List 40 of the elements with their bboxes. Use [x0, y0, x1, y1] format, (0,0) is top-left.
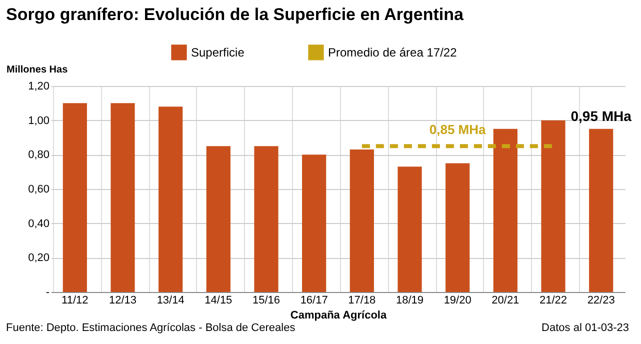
x-tick-label: 18/19	[396, 294, 424, 306]
bar	[589, 128, 614, 292]
x-tick-label: 17/18	[348, 294, 376, 306]
bar	[350, 150, 374, 292]
text: Datos al 01-03-23	[542, 322, 629, 334]
bar	[206, 146, 230, 292]
x-tick-label: 22/23	[587, 294, 615, 306]
bar	[541, 120, 566, 292]
y-axis-title: Millones Has	[6, 64, 68, 76]
annotation: 0,85 MHa	[429, 122, 487, 138]
x-tick-label: 12/13	[108, 294, 137, 306]
y-tick-label: 0,20	[28, 252, 50, 264]
source-note: Fuente: Depto. Estimaciones Agrícolas - Bolsa de Cereales	[6, 322, 296, 334]
x-tick-label: 20/21	[492, 294, 520, 306]
legend-label: Promedio de área 17/22	[328, 45, 458, 60]
y-tick-label: -	[46, 286, 50, 298]
bar	[158, 106, 183, 292]
bar	[302, 154, 326, 292]
legend-label: Superficie	[191, 45, 245, 60]
bar	[110, 103, 135, 292]
chart-title: Sorgo granífero: Evolución de la Superficie en Argentina	[6, 5, 464, 24]
y-tick-label: 0,80	[28, 149, 50, 162]
x-axis-title: Campaña Agrícola	[290, 310, 388, 322]
y-tick-label: 1,00	[28, 114, 50, 127]
x-tick-label: 21/22	[539, 294, 568, 306]
data-label: 0,95 MHa	[570, 108, 632, 124]
bar	[446, 163, 470, 292]
bar	[62, 103, 87, 292]
y-tick-label: 1,20	[28, 80, 50, 92]
y-tick-label: 0,40	[28, 218, 50, 230]
bar	[254, 146, 278, 292]
x-tick-label: 16/17	[300, 294, 328, 306]
bar	[493, 128, 518, 292]
y-tick-label: 0,60	[28, 184, 50, 196]
x-tick-label: 14/15	[204, 294, 232, 306]
bar	[398, 166, 422, 292]
x-tick-label: 15/16	[252, 294, 280, 306]
x-tick-label: 19/20	[444, 294, 472, 306]
x-tick-label: 11/12	[62, 294, 88, 306]
x-tick-label: 13/14	[156, 294, 184, 306]
